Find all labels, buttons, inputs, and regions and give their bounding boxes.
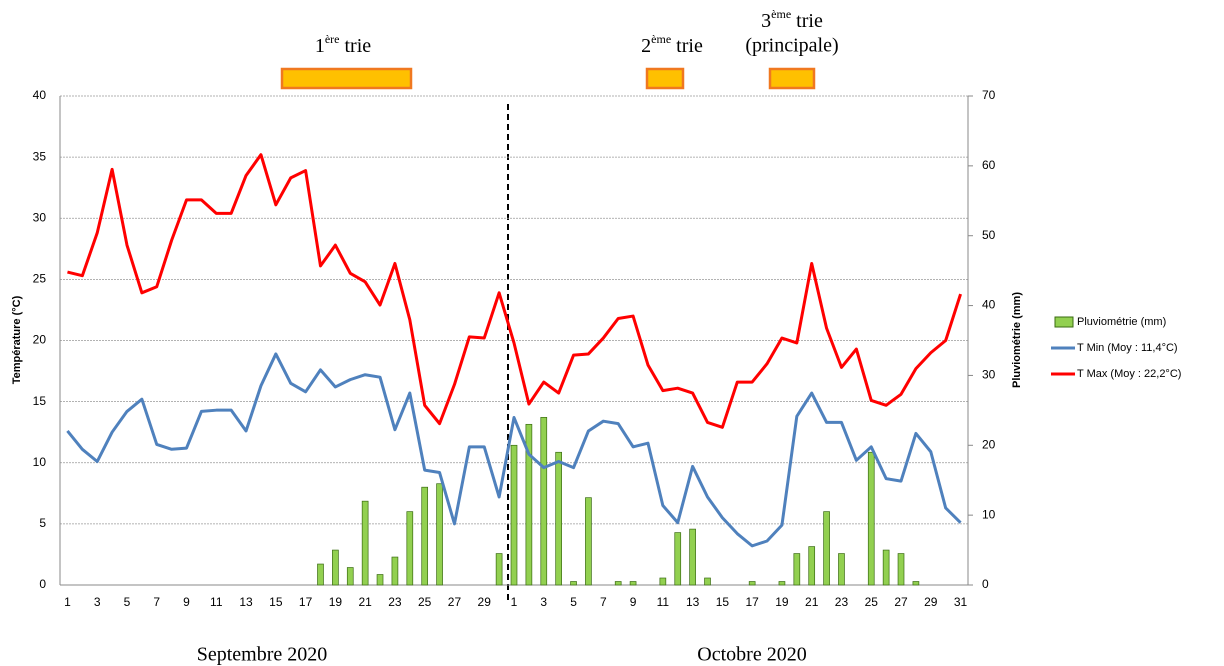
bar: [614, 581, 622, 586]
annotation: 3ème trie: [761, 7, 823, 32]
bar: [317, 563, 324, 586]
y2-tick-label: 60: [982, 158, 996, 172]
x-tick-label: 15: [269, 595, 283, 609]
bar: [525, 423, 533, 586]
bar: [748, 581, 756, 586]
bar: [882, 549, 890, 586]
bar: [897, 553, 905, 586]
x-tick-label: 3: [540, 595, 547, 609]
y2-axis-title: Pluviométrie (mm): [1011, 292, 1023, 388]
y-axis-title: Température (°C): [11, 295, 23, 384]
x-tick-label: 25: [865, 595, 879, 609]
bar: [391, 556, 399, 586]
legend-label: T Max (Moy : 22,2°C): [1077, 368, 1181, 380]
bar: [793, 553, 801, 586]
month-label: Octobre 2020: [697, 644, 806, 666]
y-tick-label: 15: [33, 394, 47, 408]
x-tick-label: 11: [210, 595, 223, 609]
y2-tick-label: 40: [982, 298, 996, 312]
period-1: [280, 67, 413, 90]
y-tick-label: 40: [33, 88, 47, 102]
legend-label: T Min (Moy : 11,4°C): [1077, 342, 1178, 354]
bar: [674, 532, 682, 586]
x-tick-label: 7: [600, 595, 607, 609]
x-tick-label: 21: [358, 595, 372, 609]
x-tick-label: 17: [299, 595, 313, 609]
x-tick-label: 17: [745, 595, 759, 609]
bar: [436, 483, 443, 586]
y2-tick-label: 70: [982, 88, 996, 102]
x-tick-label: 29: [478, 595, 492, 609]
x-tick-label: 13: [686, 595, 700, 609]
x-tick-label: 21: [805, 595, 819, 609]
y-tick-label: 25: [33, 272, 47, 286]
x-tick-label: 27: [448, 595, 462, 609]
bar: [421, 486, 429, 586]
x-tick-label: 11: [657, 595, 670, 609]
x-tick-label: 27: [894, 595, 908, 609]
x-tick-label: 13: [239, 595, 253, 609]
bar: [570, 581, 577, 586]
x-tick-label: 7: [153, 595, 160, 609]
bar: [585, 497, 592, 586]
x-tick-label: 29: [924, 595, 938, 609]
y-tick-label: 0: [39, 577, 46, 591]
x-tick-label: 9: [630, 595, 637, 609]
x-tick-label: 9: [183, 595, 190, 609]
y2-tick-label: 10: [982, 507, 996, 521]
legend-label: Pluviométrie (mm): [1077, 316, 1166, 328]
line: [66, 352, 962, 548]
bar: [332, 549, 339, 586]
bar: [912, 581, 920, 586]
line: [67, 153, 962, 429]
x-tick-label: 1: [64, 595, 71, 609]
x-tick-label: 19: [329, 595, 343, 609]
x-tick-label: 1: [511, 595, 518, 609]
x-tick-label: 31: [954, 595, 968, 609]
annotation: (principale): [745, 35, 838, 57]
bar: [406, 511, 414, 586]
bar: [778, 581, 786, 586]
x-tick-label: 23: [835, 595, 849, 609]
y2-tick-label: 20: [982, 437, 996, 451]
x-tick-label: 5: [124, 595, 131, 609]
y2-tick-label: 50: [982, 228, 996, 242]
period-3: [768, 67, 816, 90]
bar: [540, 416, 548, 586]
bar: [510, 444, 518, 586]
period-2: [645, 67, 685, 90]
bar: [808, 546, 816, 586]
x-tick-label: 3: [94, 595, 101, 609]
bar: [346, 567, 354, 586]
y-tick-label: 5: [39, 516, 46, 530]
bar: [867, 451, 875, 586]
bar: [555, 451, 562, 586]
y2-tick-label: 0: [982, 577, 989, 591]
y2-tick-label: 30: [982, 368, 996, 382]
bar: [361, 500, 369, 586]
x-tick-label: 19: [775, 595, 789, 609]
bar: [495, 553, 503, 586]
x-tick-label: 5: [570, 595, 577, 609]
x-tick-label: 23: [388, 595, 402, 609]
x-tick-label: 25: [418, 595, 432, 609]
y-tick-label: 20: [33, 333, 47, 347]
bar: [659, 577, 667, 586]
x-tick-label: 15: [716, 595, 730, 609]
legend-swatch: [1054, 316, 1074, 328]
bar: [689, 528, 696, 586]
annotation: 1ère trie: [315, 32, 371, 57]
y-tick-label: 35: [33, 149, 47, 163]
y-tick-label: 30: [33, 210, 47, 224]
bar: [823, 511, 830, 586]
bar: [838, 553, 845, 586]
bar: [704, 577, 711, 586]
bar: [376, 574, 384, 586]
month-label: Septembre 2020: [197, 644, 328, 666]
bar: [629, 581, 637, 586]
annotation: 2ème trie: [641, 32, 703, 57]
y-tick-label: 10: [33, 455, 47, 469]
